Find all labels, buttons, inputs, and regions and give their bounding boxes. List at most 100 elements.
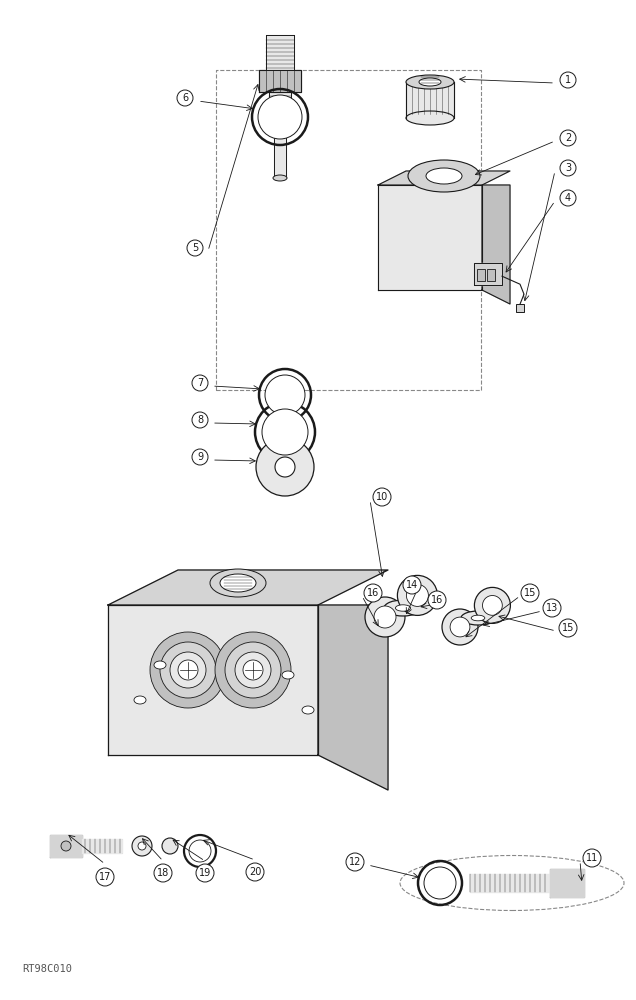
Polygon shape bbox=[82, 839, 122, 853]
Ellipse shape bbox=[396, 605, 411, 611]
Polygon shape bbox=[318, 605, 388, 790]
Circle shape bbox=[559, 619, 577, 637]
Polygon shape bbox=[406, 82, 454, 118]
Circle shape bbox=[235, 652, 271, 688]
Ellipse shape bbox=[483, 595, 502, 615]
Ellipse shape bbox=[132, 836, 152, 856]
Text: 15: 15 bbox=[562, 623, 574, 633]
Circle shape bbox=[560, 190, 576, 206]
Ellipse shape bbox=[424, 867, 456, 899]
Ellipse shape bbox=[398, 575, 438, 615]
Text: 9: 9 bbox=[197, 452, 203, 462]
Circle shape bbox=[583, 849, 601, 867]
Text: 3: 3 bbox=[565, 163, 571, 173]
Text: 17: 17 bbox=[99, 872, 111, 882]
Text: RT98C010: RT98C010 bbox=[22, 964, 72, 974]
Ellipse shape bbox=[273, 175, 287, 181]
Circle shape bbox=[160, 642, 216, 698]
Text: 13: 13 bbox=[546, 603, 558, 613]
Ellipse shape bbox=[461, 611, 495, 625]
Ellipse shape bbox=[450, 617, 470, 637]
Polygon shape bbox=[266, 35, 294, 70]
Polygon shape bbox=[259, 70, 301, 92]
Polygon shape bbox=[378, 185, 482, 290]
Circle shape bbox=[96, 868, 114, 886]
Ellipse shape bbox=[365, 597, 405, 637]
Ellipse shape bbox=[471, 615, 485, 621]
Circle shape bbox=[364, 584, 382, 602]
Ellipse shape bbox=[258, 95, 302, 139]
Text: 15: 15 bbox=[524, 588, 536, 598]
Ellipse shape bbox=[406, 111, 454, 125]
Ellipse shape bbox=[384, 600, 422, 616]
Ellipse shape bbox=[189, 840, 211, 862]
Polygon shape bbox=[482, 185, 510, 304]
Circle shape bbox=[162, 838, 178, 854]
Circle shape bbox=[521, 584, 539, 602]
Text: 18: 18 bbox=[157, 868, 169, 878]
Circle shape bbox=[243, 660, 263, 680]
Text: 12: 12 bbox=[349, 857, 361, 867]
Circle shape bbox=[150, 632, 226, 708]
Ellipse shape bbox=[406, 75, 454, 89]
Circle shape bbox=[192, 449, 208, 465]
Ellipse shape bbox=[265, 375, 305, 415]
Ellipse shape bbox=[210, 569, 266, 597]
Text: 4: 4 bbox=[565, 193, 571, 203]
Bar bbox=[487, 269, 495, 281]
Text: 1: 1 bbox=[565, 75, 571, 85]
Ellipse shape bbox=[302, 706, 314, 714]
Circle shape bbox=[225, 642, 281, 698]
Polygon shape bbox=[474, 263, 502, 285]
Ellipse shape bbox=[154, 661, 166, 669]
Polygon shape bbox=[269, 92, 291, 114]
Polygon shape bbox=[266, 114, 294, 126]
Circle shape bbox=[560, 72, 576, 88]
Circle shape bbox=[215, 632, 291, 708]
Ellipse shape bbox=[426, 168, 462, 184]
Polygon shape bbox=[550, 869, 584, 897]
Ellipse shape bbox=[134, 696, 146, 704]
Text: 14: 14 bbox=[406, 580, 418, 590]
Ellipse shape bbox=[474, 587, 511, 623]
Text: 11: 11 bbox=[586, 853, 598, 863]
Bar bbox=[216, 70, 481, 390]
Polygon shape bbox=[274, 126, 286, 178]
Ellipse shape bbox=[262, 409, 308, 455]
Ellipse shape bbox=[408, 160, 480, 192]
Polygon shape bbox=[108, 605, 318, 755]
Circle shape bbox=[403, 576, 421, 594]
Circle shape bbox=[346, 853, 364, 871]
Text: 7: 7 bbox=[197, 378, 203, 388]
Text: 5: 5 bbox=[192, 243, 198, 253]
Circle shape bbox=[192, 412, 208, 428]
Circle shape bbox=[560, 130, 576, 146]
Circle shape bbox=[428, 591, 446, 609]
Circle shape bbox=[543, 599, 561, 617]
Text: 19: 19 bbox=[199, 868, 211, 878]
Ellipse shape bbox=[406, 584, 429, 606]
Circle shape bbox=[192, 375, 208, 391]
Text: 20: 20 bbox=[249, 867, 261, 877]
Text: 16: 16 bbox=[431, 595, 443, 605]
Circle shape bbox=[196, 864, 214, 882]
Text: 16: 16 bbox=[367, 588, 379, 598]
Ellipse shape bbox=[374, 606, 396, 628]
Text: 2: 2 bbox=[565, 133, 571, 143]
Ellipse shape bbox=[442, 609, 478, 645]
Polygon shape bbox=[470, 874, 550, 892]
Text: 6: 6 bbox=[182, 93, 188, 103]
Circle shape bbox=[178, 660, 198, 680]
Polygon shape bbox=[108, 570, 388, 605]
Polygon shape bbox=[378, 171, 510, 185]
Circle shape bbox=[373, 488, 391, 506]
Polygon shape bbox=[50, 835, 82, 857]
Text: 10: 10 bbox=[376, 492, 388, 502]
Ellipse shape bbox=[220, 574, 256, 592]
Circle shape bbox=[187, 240, 203, 256]
Circle shape bbox=[154, 864, 172, 882]
Circle shape bbox=[170, 652, 206, 688]
Circle shape bbox=[560, 160, 576, 176]
Ellipse shape bbox=[138, 842, 146, 850]
Circle shape bbox=[177, 90, 193, 106]
